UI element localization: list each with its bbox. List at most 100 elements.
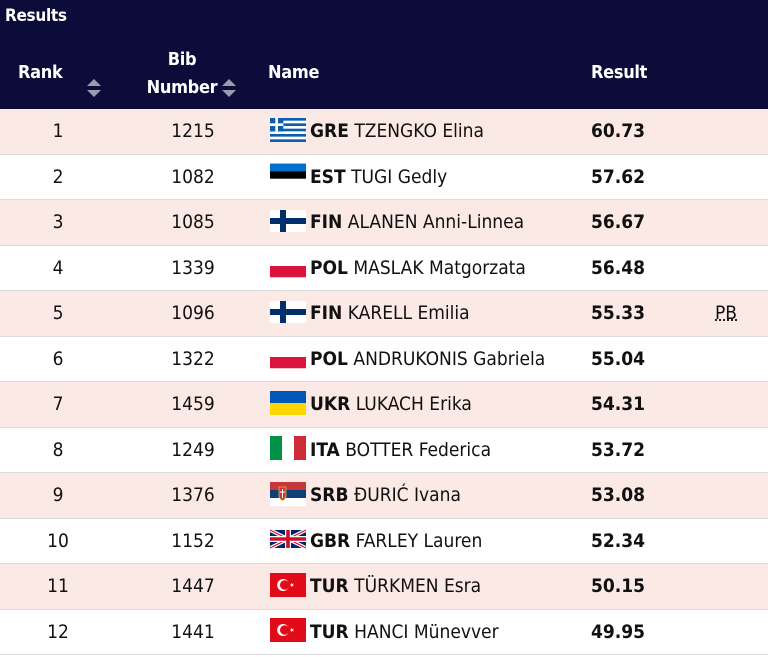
table-row[interactable]: 8 1249 ITA BOTTER Federica 53.72 (0, 427, 768, 473)
bib-number-cell: 1152 (171, 529, 215, 552)
athlete-name: LUKACH Erika (355, 393, 472, 415)
result-cell: 52.34 (591, 529, 646, 552)
name-cell[interactable]: FIN ALANEN Anni-Linnea (270, 200, 524, 245)
country-code: FIN (310, 211, 343, 233)
name-cell[interactable]: EST TUGI Gedly (270, 155, 447, 200)
rank-cell: 5 (52, 302, 64, 324)
table-row[interactable]: 9 1376 SRB ĐURIĆ Ivana 53.08 (0, 473, 768, 519)
finland-flag-icon (270, 300, 306, 324)
athlete-name: TUGI Gedly (351, 165, 448, 188)
table-row[interactable]: 2 1082 EST TUGI Gedly 57.62 (0, 154, 768, 200)
name-cell[interactable]: SRB ĐURIĆ Ivana (270, 473, 461, 518)
bib-header-line1: Bib (167, 49, 197, 70)
country-code: GRE (310, 120, 349, 142)
table-row[interactable]: 10 1152 GBR FARLEY Lauren 52.34 (0, 518, 768, 564)
bib-number-cell: 1447 (171, 575, 215, 597)
rank-column-header[interactable]: Rank (18, 62, 63, 83)
rank-cell: 11 (47, 575, 69, 597)
table-row[interactable]: 12 1441 TUR HANCI Münevver 49.95 (0, 609, 768, 655)
turkey-flag-icon (270, 572, 306, 597)
result-cell: 56.67 (591, 211, 646, 233)
athlete-name: ANDRUKONIS Gabriela (353, 347, 546, 370)
rank-cell: 8 (52, 438, 64, 461)
table-row[interactable]: 7 1459 UKR LUKACH Erika 54.31 (0, 382, 768, 428)
sort-icon[interactable] (87, 79, 101, 99)
result-cell: 49.95 (591, 620, 646, 643)
country-code: SRB (310, 484, 349, 506)
table-row[interactable]: 1 1215 GRE TZENGKO Elina 60.73 (0, 109, 768, 155)
athlete-name: MASLAK Matgorzata (353, 256, 526, 279)
country-code: ITA (310, 438, 340, 461)
bib-number-column-header[interactable]: Bib Number (141, 46, 223, 102)
table-row[interactable]: 6 1322 POL ANDRUKONIS Gabriela 55.04 (0, 336, 768, 382)
country-code: UKR (310, 393, 351, 415)
name-cell[interactable]: POL MASLAK Matgorzata (270, 246, 526, 291)
name-cell[interactable]: POL ANDRUKONIS Gabriela (270, 337, 545, 382)
athlete-name: ALANEN Anni-Linnea (347, 211, 525, 233)
results-header: Results Rank Bib Number Name Result (0, 0, 768, 109)
bib-number-cell: 1085 (171, 211, 215, 233)
result-cell: 50.15 (591, 575, 646, 597)
rank-cell: 10 (47, 529, 69, 552)
greece-flag-icon (270, 117, 306, 142)
athlete-name: HANCI Münevver (354, 620, 499, 643)
rank-cell: 4 (52, 256, 64, 279)
rank-cell: 2 (52, 165, 64, 188)
estonia-flag-icon (270, 163, 306, 187)
bib-number-cell: 1322 (171, 347, 215, 370)
bib-header-line2: Number (146, 77, 218, 98)
rank-cell: 3 (52, 211, 64, 233)
result-cell: 56.48 (591, 256, 646, 279)
great-britain-flag-icon (270, 527, 306, 551)
name-cell[interactable]: ITA BOTTER Federica (270, 428, 491, 473)
results-rows: 1 1215 GRE TZENGKO Elina 60.73 2 1082 EST TUGI… (0, 109, 768, 655)
rank-cell: 7 (52, 393, 64, 415)
bib-number-cell: 1215 (171, 120, 215, 142)
name-cell[interactable]: TUR HANCI Münevver (270, 610, 499, 655)
athlete-name: BOTTER Federica (345, 438, 492, 461)
result-cell: 54.31 (591, 393, 646, 415)
country-code: TUR (310, 575, 349, 597)
ukraine-flag-icon (270, 390, 306, 415)
poland-flag-icon (270, 254, 306, 278)
bib-number-cell: 1339 (171, 256, 215, 279)
country-code: FIN (310, 302, 343, 324)
serbia-flag-icon (270, 481, 306, 506)
name-cell[interactable]: TUR TÜRKMEN Esra (270, 564, 481, 609)
bib-number-cell: 1441 (171, 620, 215, 643)
name-cell[interactable]: FIN KARELL Emilia (270, 291, 470, 336)
finland-flag-icon (270, 209, 306, 233)
record-note[interactable]: PB (715, 302, 738, 324)
bib-number-cell: 1096 (171, 302, 215, 324)
name-cell[interactable]: UKR LUKACH Erika (270, 382, 472, 427)
country-code: GBR (310, 529, 351, 552)
country-code: POL (310, 256, 348, 279)
name-column-header: Name (268, 62, 320, 83)
rank-cell: 6 (52, 347, 64, 370)
table-row[interactable]: 11 1447 TUR TÜRKMEN Esra 50.15 (0, 564, 768, 610)
bib-number-cell: 1082 (171, 165, 215, 188)
athlete-name: ĐURIĆ Ivana (353, 484, 461, 506)
athlete-name: TÜRKMEN Esra (354, 575, 482, 597)
bib-number-cell: 1376 (171, 484, 215, 506)
rank-cell: 1 (52, 120, 64, 142)
result-cell: 53.08 (591, 484, 646, 506)
name-cell[interactable]: GBR FARLEY Lauren (270, 519, 482, 564)
athlete-name: KARELL Emilia (347, 302, 470, 324)
sort-icon[interactable] (222, 79, 236, 99)
rank-cell: 9 (52, 484, 64, 506)
result-cell: 53.72 (591, 438, 646, 461)
section-title: Results (5, 6, 67, 26)
bib-number-cell: 1249 (171, 438, 215, 461)
bib-number-cell: 1459 (171, 393, 215, 415)
athlete-name: FARLEY Lauren (355, 529, 483, 552)
name-cell[interactable]: GRE TZENGKO Elina (270, 109, 484, 154)
table-row[interactable]: 4 1339 POL MASLAK Matgorzata 56.48 (0, 245, 768, 291)
result-cell: 55.04 (591, 347, 646, 370)
italy-flag-icon (270, 436, 306, 460)
table-row[interactable]: 5 1096 FIN KARELL Emilia 55.33 PB (0, 291, 768, 337)
country-code: TUR (310, 620, 349, 643)
table-row[interactable]: 3 1085 FIN ALANEN Anni-Linnea 56.67 (0, 200, 768, 246)
result-cell: 60.73 (591, 120, 646, 142)
